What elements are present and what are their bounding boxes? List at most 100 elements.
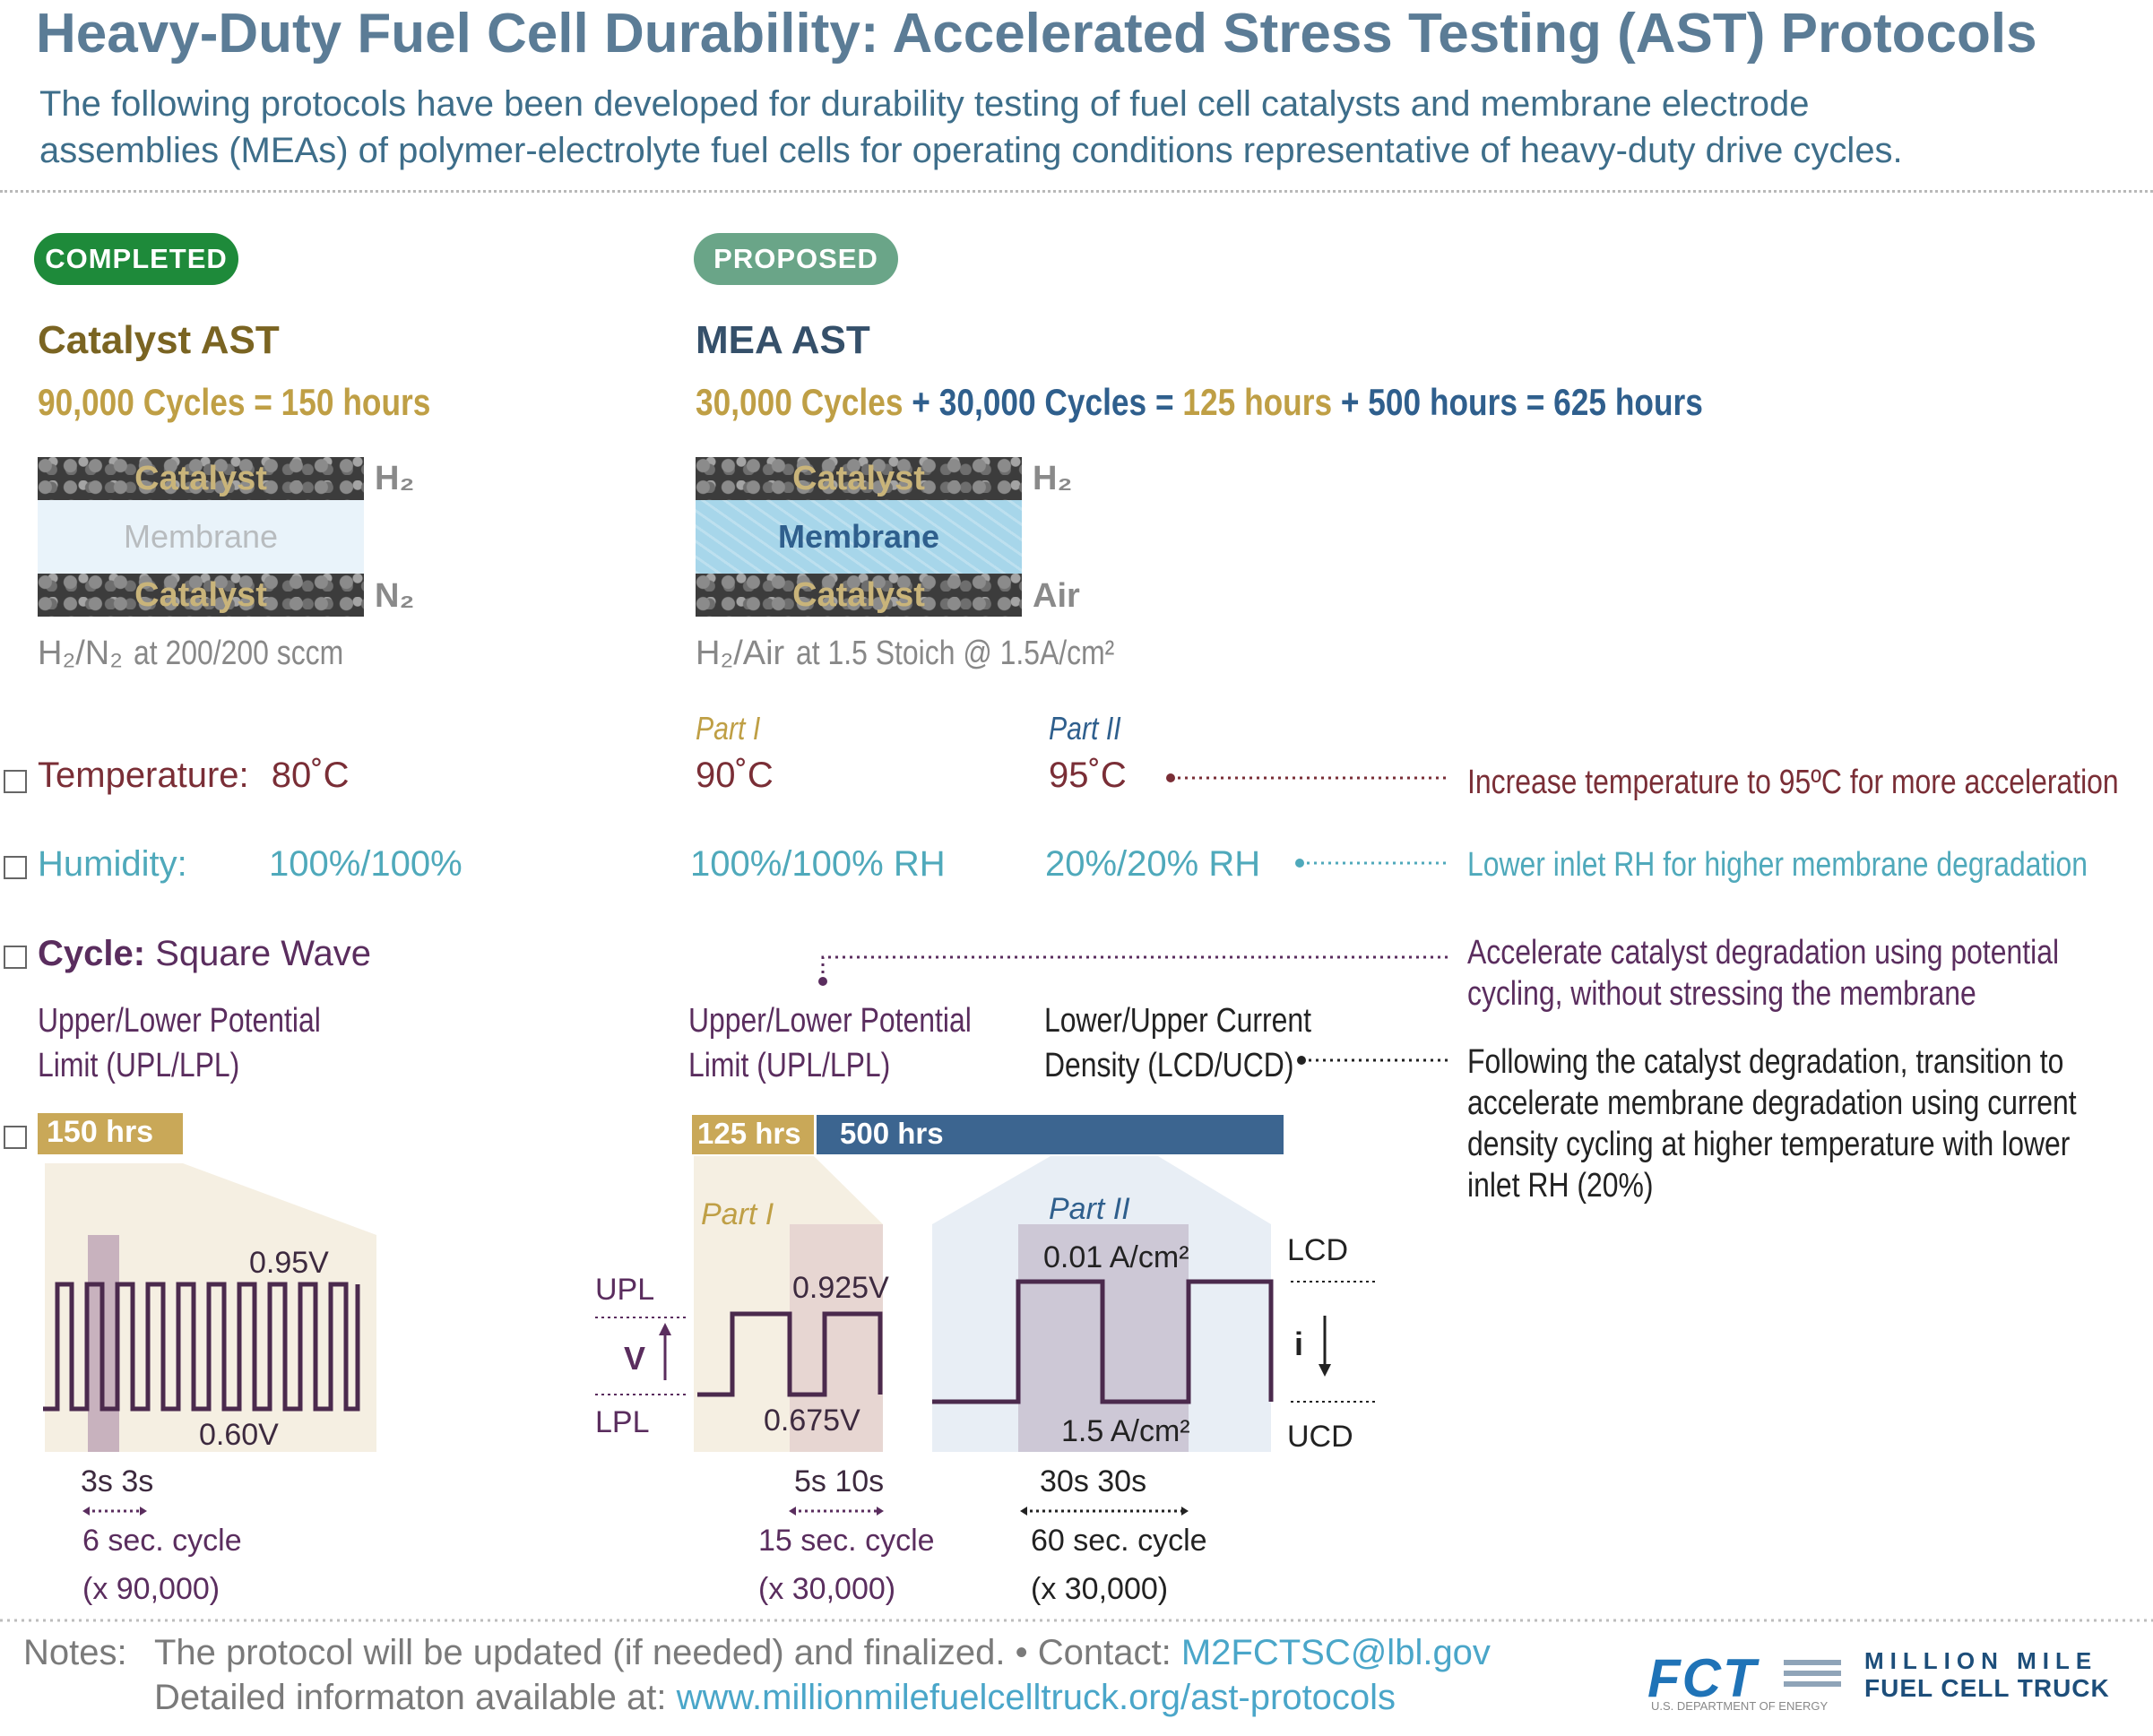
cycle-count: (x 30,000) (1031, 1572, 1168, 1606)
mea-cycle-equation: 30,000 Cycles + 30,000 Cycles = 125 hour… (696, 381, 1703, 424)
checkbox[interactable] (4, 946, 27, 969)
part-1-label: Part I (696, 710, 761, 747)
timing-label: 5s 10s (794, 1464, 884, 1498)
temperature-part2: 95˚C (1049, 756, 1127, 795)
cycle-arrow (789, 1507, 884, 1516)
logo-text-line-2: FUEL CELL TRUCK (1864, 1674, 2110, 1702)
equals-sign: = (1154, 381, 1174, 423)
flow-gas: H₂/Air (696, 635, 785, 672)
plus-sign: + (1340, 381, 1360, 423)
part-1-label: Part I (701, 1197, 774, 1231)
catalyst-label: Catalyst (792, 460, 925, 497)
proposed-badge: PROPOSED (694, 233, 898, 285)
notes-text: The protocol will be updated (if needed)… (154, 1633, 1172, 1672)
membrane-layer: Membrane (38, 500, 364, 574)
gas-label-top: H₂ (1033, 460, 1073, 497)
top-catalyst-layer: Catalyst (38, 457, 364, 500)
cycle-seconds: 6 sec. cycle (82, 1524, 242, 1558)
catalyst-ast-stack: Catalyst Membrane Catalyst (38, 457, 364, 617)
voltage-symbol: V (624, 1340, 645, 1377)
bottom-catalyst-layer: Catalyst (696, 574, 1022, 617)
ucd-label: UCD (1287, 1420, 1353, 1454)
voltage-axis (595, 1317, 688, 1395)
duration-label: 500 hrs (840, 1117, 944, 1150)
lcd-label: LCD (1287, 1233, 1348, 1267)
gas-label-bottom: Air (1033, 577, 1080, 615)
checkbox[interactable] (4, 770, 27, 793)
annotation-current-line-2: accelerate membrane degradation using cu… (1467, 1084, 2077, 1122)
duration-bar-500: 500 hrs (817, 1115, 1284, 1154)
humidity-label: Humidity: (38, 844, 187, 884)
connector-humidity (1295, 859, 1448, 868)
cycles-part1: 30,000 Cycles (696, 381, 904, 423)
catalyst-label: Catalyst (792, 576, 925, 614)
potential-limit-line-2: Limit (UPL/LPL) (38, 1047, 240, 1084)
catalyst-label: Catalyst (134, 576, 267, 614)
doe-label: U.S. DEPARTMENT OF ENERGY (1651, 1699, 1829, 1713)
potential-limit-line-2: Limit (UPL/LPL) (688, 1047, 891, 1084)
fct-logo: FCT U.S. DEPARTMENT OF ENERGY (1647, 1647, 1845, 1713)
humidity-value: 100%/100% (269, 844, 463, 884)
current-density-line-2: Density (LCD/UCD) (1044, 1047, 1294, 1084)
timing-label: 3s 3s (81, 1464, 153, 1498)
potential-limit-line-1: Upper/Lower Potential (38, 1002, 321, 1040)
humidity-part1: 100%/100% RH (690, 844, 946, 884)
annotation-cycle-line-2: cycling, without stressing the membrane (1467, 975, 1976, 1013)
cycle-count: (x 90,000) (82, 1572, 220, 1606)
catalyst-square-wave (43, 1163, 376, 1452)
lower-voltage-label: 0.60V (199, 1418, 279, 1452)
annotation-current-line-3: density cycling at higher temperature wi… (1467, 1126, 2071, 1163)
part-1-square-wave (694, 1156, 883, 1452)
catalyst-cycles: 90,000 Cycles = 150 hours (38, 381, 431, 423)
temperature-value: 80˚C (271, 756, 350, 795)
lower-voltage-label: 0.675V (764, 1403, 860, 1438)
subtitle-line-2: assemblies (MEAs) of polymer-electrolyte… (39, 131, 1903, 170)
duration-bar-125: 125 hrs (692, 1115, 814, 1154)
contact-email-link[interactable]: M2FCTSC@lbl.gov (1180, 1633, 1491, 1672)
duration-bar-150: 150 hrs (38, 1113, 183, 1154)
cycle-arrow (1020, 1507, 1189, 1516)
connector-current (1297, 1056, 1448, 1065)
mea-ast-title: MEA AST (696, 318, 870, 362)
flow-rate: at 1.5 Stoich @ 1.5A/cm² (795, 635, 1114, 672)
temperature-label: Temperature: (38, 756, 249, 795)
duration-label: 125 hrs (697, 1117, 801, 1150)
fct-logo-mark: FCT (1647, 1648, 1758, 1708)
upper-voltage-label: 0.925V (792, 1271, 889, 1305)
annotation-temperature: Increase temperature to 95ºC for more ac… (1467, 764, 2119, 801)
cycle-count: (x 30,000) (758, 1572, 895, 1606)
protocols-url-link[interactable]: www.millionmilefuelcelltruck.org/ast-pro… (676, 1678, 1396, 1717)
notes-line-1: The protocol will be updated (if needed)… (154, 1633, 1491, 1673)
membrane-label: Membrane (777, 518, 940, 555)
checkbox[interactable] (4, 1126, 27, 1149)
header-divider (0, 190, 2153, 193)
mea-flow: H₂/Air at 1.5 Stoich @ 1.5A/cm² (696, 635, 1175, 673)
logo-text-line-1: MILLION MILE (1864, 1647, 2098, 1674)
bottom-catalyst-layer: Catalyst (38, 574, 364, 617)
upl-label: UPL (595, 1273, 654, 1307)
annotation-cycle-line-1: Accelerate catalyst degradation using po… (1467, 934, 2060, 972)
hours-total: 625 hours (1553, 381, 1703, 423)
cycle-value: Square Wave (155, 934, 372, 973)
page-title: Heavy-Duty Fuel Cell Durability: Acceler… (36, 3, 2037, 65)
flow-rate: at 200/200 sccm (134, 635, 344, 672)
notes-line-2: Detailed informaton available at: www.mi… (154, 1678, 1396, 1718)
lpl-label: LPL (595, 1405, 650, 1439)
part-2-square-wave (932, 1156, 1274, 1452)
cycle-row: Cycle: Square Wave (38, 934, 371, 974)
plus-sign: + (912, 381, 930, 423)
catalyst-ast-title: Catalyst AST (38, 318, 280, 362)
hours-part1: 125 hours (1182, 381, 1333, 423)
temperature-part1: 90˚C (696, 756, 774, 795)
part-2-label: Part II (1049, 710, 1121, 747)
notes-text: Detailed informaton available at: (154, 1678, 667, 1717)
current-density-line-1: Lower/Upper Current (1044, 1002, 1312, 1040)
duration-label: 150 hrs (47, 1115, 154, 1149)
cycle-arrow (82, 1507, 147, 1516)
gas-label-top: H₂ (375, 460, 415, 497)
mea-ast-stack: Catalyst Membrane Catalyst (696, 457, 1022, 617)
checkbox[interactable] (4, 856, 27, 879)
hours-part2: 500 hours (1368, 381, 1517, 423)
logo-stripes (1784, 1660, 1841, 1665)
